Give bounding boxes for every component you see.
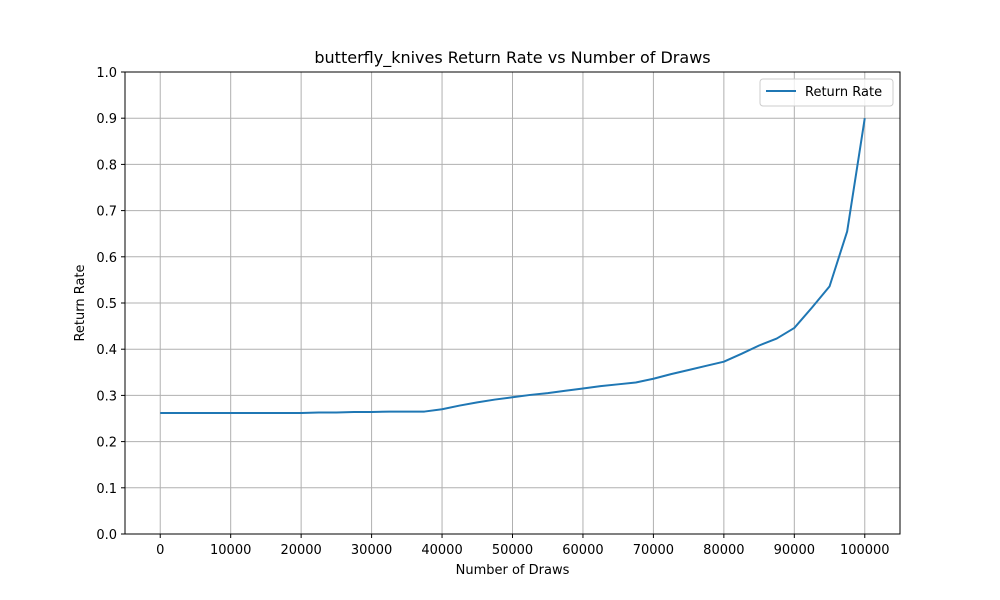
x-axis-title: Number of Draws bbox=[456, 563, 570, 578]
legend: Return Rate bbox=[759, 78, 894, 107]
x-tick-label: 0 bbox=[156, 543, 164, 558]
chart-title: butterfly_knives Return Rate vs Number o… bbox=[314, 48, 710, 68]
legend-label: Return Rate bbox=[805, 85, 882, 100]
y-tick-label: 0.4 bbox=[96, 343, 117, 358]
x-tick-label: 40000 bbox=[421, 543, 462, 558]
legend-box bbox=[759, 78, 894, 107]
x-tick-label: 70000 bbox=[633, 543, 674, 558]
x-tick-label: 50000 bbox=[492, 543, 533, 558]
x-tick-label: 90000 bbox=[774, 543, 815, 558]
x-axis: 0 10000 20000 30000 40000 50000 60000 70000 8000… bbox=[156, 534, 890, 558]
series-line-return-rate bbox=[160, 118, 866, 414]
y-tick-label: 0.5 bbox=[96, 297, 117, 312]
y-tick-label: 0.2 bbox=[96, 436, 117, 451]
y-tick-label: 0.9 bbox=[96, 112, 117, 127]
x-tick-label: 60000 bbox=[562, 543, 603, 558]
y-tick-label: 0.0 bbox=[96, 528, 117, 543]
y-tick-label: 0.6 bbox=[96, 251, 117, 266]
y-tick-label: 0.7 bbox=[96, 205, 117, 220]
y-tick-label: 0.8 bbox=[96, 158, 117, 173]
x-tick-label: 10000 bbox=[210, 543, 251, 558]
y-tick-label: 0.1 bbox=[96, 482, 117, 497]
y-axis-title: Return Rate bbox=[73, 264, 88, 341]
x-tick-label: 30000 bbox=[351, 543, 392, 558]
series-layer bbox=[160, 118, 866, 414]
y-tick-label: 1.0 bbox=[96, 66, 117, 81]
x-tick-label: 100000 bbox=[840, 543, 890, 558]
x-tick-label: 80000 bbox=[703, 543, 744, 558]
y-axis: 0.0 0.1 0.2 0.3 0.4 0.5 0.6 0.7 0.8 0.9 1.0 bbox=[96, 66, 125, 543]
x-tick-label: 20000 bbox=[280, 543, 321, 558]
y-tick-label: 0.3 bbox=[96, 389, 117, 404]
